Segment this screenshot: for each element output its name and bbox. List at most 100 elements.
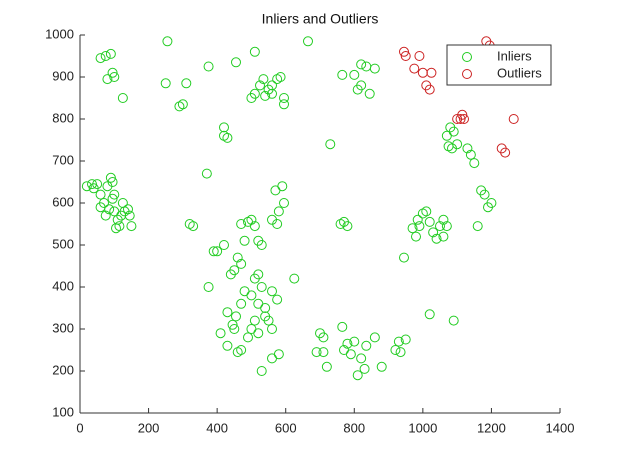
point xyxy=(272,74,283,85)
point xyxy=(424,309,435,320)
x-tick-label: 200 xyxy=(138,420,160,435)
point xyxy=(399,252,409,263)
point xyxy=(508,114,519,124)
point xyxy=(232,347,243,358)
point xyxy=(249,88,260,99)
point xyxy=(270,185,281,196)
point xyxy=(87,179,97,190)
point xyxy=(277,181,288,192)
point xyxy=(361,61,372,72)
x-tick-label: 0 xyxy=(76,420,83,435)
point xyxy=(352,370,363,381)
point xyxy=(109,206,120,217)
legend-marker xyxy=(462,52,472,62)
point xyxy=(160,78,171,89)
point xyxy=(421,206,432,217)
point xyxy=(249,315,260,326)
y-tick-label: 800 xyxy=(52,110,74,125)
point xyxy=(426,67,437,78)
point xyxy=(349,336,360,347)
point xyxy=(107,193,118,204)
point xyxy=(222,307,233,318)
point xyxy=(424,216,435,227)
point xyxy=(181,78,192,89)
point xyxy=(267,353,277,364)
point xyxy=(212,246,223,257)
point xyxy=(267,88,277,99)
y-tick-label: 100 xyxy=(52,404,74,419)
point xyxy=(222,132,233,143)
chart-title: Inliers and Outliers xyxy=(262,11,379,27)
point xyxy=(232,252,243,263)
point xyxy=(111,223,121,234)
point xyxy=(279,93,289,103)
point xyxy=(303,36,313,47)
point xyxy=(431,233,442,244)
point xyxy=(162,36,173,47)
point xyxy=(123,204,133,215)
point xyxy=(407,223,418,234)
point xyxy=(246,214,257,225)
point xyxy=(100,51,111,61)
y-tick-label: 700 xyxy=(52,152,74,167)
point xyxy=(479,189,490,200)
point xyxy=(486,198,497,208)
x-tick-label: 600 xyxy=(275,420,297,435)
point xyxy=(246,324,257,334)
point xyxy=(203,282,214,292)
point xyxy=(275,72,286,82)
x-tick-label: 800 xyxy=(343,420,365,435)
point xyxy=(273,206,284,217)
point xyxy=(438,231,449,242)
point xyxy=(411,231,421,242)
point xyxy=(109,72,120,82)
point xyxy=(289,273,300,284)
point xyxy=(107,177,118,187)
point xyxy=(177,99,188,110)
point xyxy=(369,332,380,343)
point xyxy=(253,298,264,309)
point xyxy=(393,336,404,347)
point xyxy=(267,286,277,297)
y-tick-label: 300 xyxy=(52,320,74,335)
point xyxy=(273,349,284,360)
point xyxy=(256,240,267,250)
point xyxy=(219,122,229,133)
point xyxy=(267,324,277,334)
y-tick-label: 200 xyxy=(52,362,74,377)
point xyxy=(258,74,269,85)
x-tick-label: 1200 xyxy=(477,420,506,435)
point xyxy=(253,328,264,339)
point xyxy=(279,198,289,208)
point xyxy=(376,361,387,372)
point xyxy=(272,294,283,305)
point xyxy=(124,210,135,221)
point xyxy=(256,282,267,292)
point xyxy=(321,361,332,372)
y-tick-label: 400 xyxy=(52,278,74,293)
point xyxy=(105,172,116,183)
point xyxy=(225,269,236,280)
point xyxy=(465,149,476,160)
point xyxy=(219,240,229,250)
point xyxy=(345,349,356,360)
point xyxy=(102,74,113,85)
legend-label: Outliers xyxy=(497,65,542,80)
point xyxy=(448,315,459,326)
point xyxy=(417,67,428,78)
point xyxy=(400,334,411,345)
point xyxy=(107,67,118,78)
point xyxy=(236,219,247,229)
point xyxy=(95,53,106,64)
point xyxy=(109,189,120,200)
point xyxy=(279,99,289,110)
point xyxy=(88,183,99,194)
point xyxy=(215,328,226,339)
point xyxy=(435,221,445,232)
point xyxy=(448,126,459,137)
point xyxy=(428,227,439,238)
point xyxy=(318,347,329,358)
point xyxy=(395,347,406,358)
